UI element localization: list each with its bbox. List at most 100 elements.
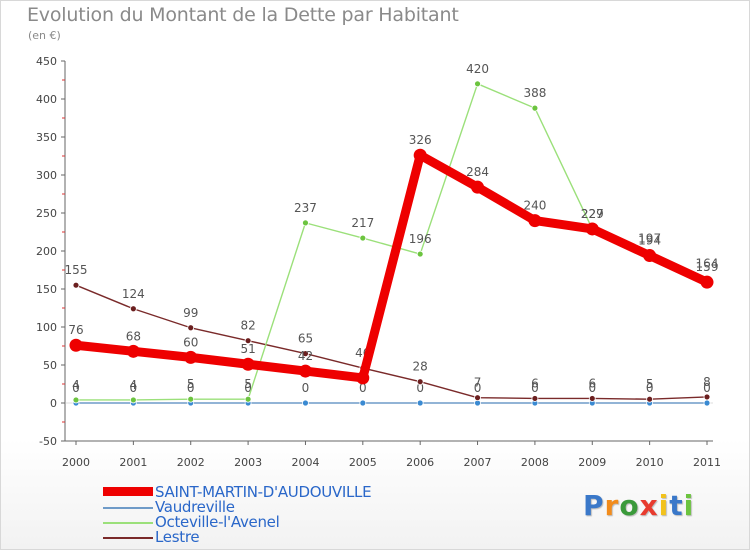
x-tick-label: 2006 bbox=[406, 456, 434, 469]
data-label: 0 bbox=[531, 381, 539, 395]
logo-letter: i bbox=[683, 489, 695, 522]
series-point bbox=[244, 395, 252, 403]
y-tick-label: 200 bbox=[36, 245, 57, 258]
data-label: 6 bbox=[588, 376, 596, 390]
x-tick-label: 2007 bbox=[464, 456, 492, 469]
data-label: 0 bbox=[72, 381, 80, 395]
data-label: 28 bbox=[413, 360, 428, 374]
logo-letter: o bbox=[619, 489, 640, 522]
data-label: 284 bbox=[466, 165, 489, 179]
data-label: 237 bbox=[294, 201, 317, 215]
data-label: 196 bbox=[409, 232, 432, 246]
data-label: 82 bbox=[240, 319, 255, 333]
legend-swatch bbox=[103, 507, 153, 509]
data-label: 194 bbox=[638, 234, 661, 248]
x-tick-label: 2011 bbox=[693, 456, 721, 469]
series-point bbox=[187, 395, 195, 403]
logo-letter: i bbox=[658, 489, 670, 522]
series-point bbox=[413, 148, 427, 162]
series-point bbox=[531, 104, 539, 112]
data-label: 76 bbox=[68, 323, 83, 337]
legend-swatch bbox=[103, 487, 153, 496]
data-label: 51 bbox=[240, 342, 255, 356]
series-point bbox=[700, 275, 714, 289]
x-tick-label: 2001 bbox=[119, 456, 147, 469]
series-point bbox=[184, 350, 198, 364]
y-tick-label: -50 bbox=[39, 435, 57, 448]
y-tick-label: 400 bbox=[36, 93, 57, 106]
data-label: 68 bbox=[126, 329, 141, 343]
series-point bbox=[126, 344, 140, 358]
series-point bbox=[356, 371, 370, 385]
legend-label: Lestre bbox=[155, 528, 200, 546]
data-label: 240 bbox=[523, 199, 546, 213]
legend-label: Vaudreville bbox=[155, 498, 235, 516]
y-tick-label: 100 bbox=[36, 321, 57, 334]
data-label: 5 bbox=[187, 377, 195, 391]
legend-label: SAINT-MARTIN-D'AUDOUVILLE bbox=[155, 483, 372, 501]
y-tick-label: 150 bbox=[36, 283, 57, 296]
data-label: 155 bbox=[65, 263, 88, 277]
data-label: 60 bbox=[183, 335, 198, 349]
series-point bbox=[302, 219, 309, 227]
data-label: 4 bbox=[130, 378, 138, 392]
data-label: 99 bbox=[183, 306, 198, 320]
logo-letter: t bbox=[669, 489, 684, 522]
y-tick-label: 0 bbox=[50, 397, 57, 410]
series-point bbox=[703, 399, 711, 407]
data-label: 0 bbox=[302, 381, 310, 395]
series-point bbox=[187, 324, 195, 332]
data-label: 0 bbox=[244, 381, 252, 395]
data-label: 5 bbox=[646, 377, 654, 391]
data-label: 6 bbox=[531, 376, 539, 390]
series-point bbox=[588, 395, 596, 402]
series-point bbox=[302, 399, 309, 407]
data-label: 4 bbox=[72, 378, 80, 392]
chart-title: Evolution du Montant de la Dette par Hab… bbox=[27, 4, 459, 26]
x-tick-label: 2003 bbox=[234, 456, 262, 469]
legend-label: Octeville-l'Avenel bbox=[155, 513, 280, 531]
series-point bbox=[69, 338, 83, 352]
data-label: 227 bbox=[581, 207, 604, 221]
series-point bbox=[474, 80, 481, 88]
series-point bbox=[646, 395, 654, 403]
y-tick-label: 50 bbox=[43, 359, 57, 372]
logo-letter: P bbox=[583, 489, 605, 522]
series-point bbox=[359, 234, 367, 242]
series-point bbox=[359, 399, 367, 407]
x-tick-label: 2000 bbox=[62, 456, 90, 469]
data-label: 0 bbox=[588, 381, 596, 395]
series-point bbox=[531, 395, 539, 402]
series-point bbox=[474, 394, 481, 402]
y-tick-label: 450 bbox=[36, 55, 57, 68]
series-point bbox=[129, 305, 137, 313]
series-line-1 bbox=[75, 284, 708, 400]
data-label: 420 bbox=[466, 62, 489, 76]
series-point bbox=[72, 281, 80, 289]
proxiti-logo: Proxiti bbox=[583, 489, 694, 522]
data-label: 326 bbox=[409, 133, 432, 147]
legend-swatch bbox=[103, 522, 153, 524]
data-label: 124 bbox=[122, 287, 145, 301]
series-point bbox=[585, 222, 599, 236]
data-label: 0 bbox=[359, 381, 367, 395]
series-point bbox=[643, 249, 657, 263]
y-tick-label: 300 bbox=[36, 169, 57, 182]
chart-subtitle: (en €) bbox=[28, 29, 61, 42]
data-label: 7 bbox=[474, 376, 482, 390]
data-label: 8 bbox=[703, 375, 711, 389]
series-point bbox=[416, 399, 424, 407]
data-label: 229 bbox=[581, 207, 604, 221]
data-label: 65 bbox=[298, 332, 313, 346]
legend-swatch bbox=[103, 537, 153, 539]
series-point bbox=[528, 214, 542, 228]
data-label: 164 bbox=[696, 256, 719, 270]
data-label: 0 bbox=[416, 381, 424, 395]
series-point bbox=[471, 180, 485, 194]
y-tick-label: 250 bbox=[36, 207, 57, 220]
series-point bbox=[244, 337, 252, 345]
data-label: 42 bbox=[298, 349, 313, 363]
x-tick-label: 2002 bbox=[177, 456, 205, 469]
